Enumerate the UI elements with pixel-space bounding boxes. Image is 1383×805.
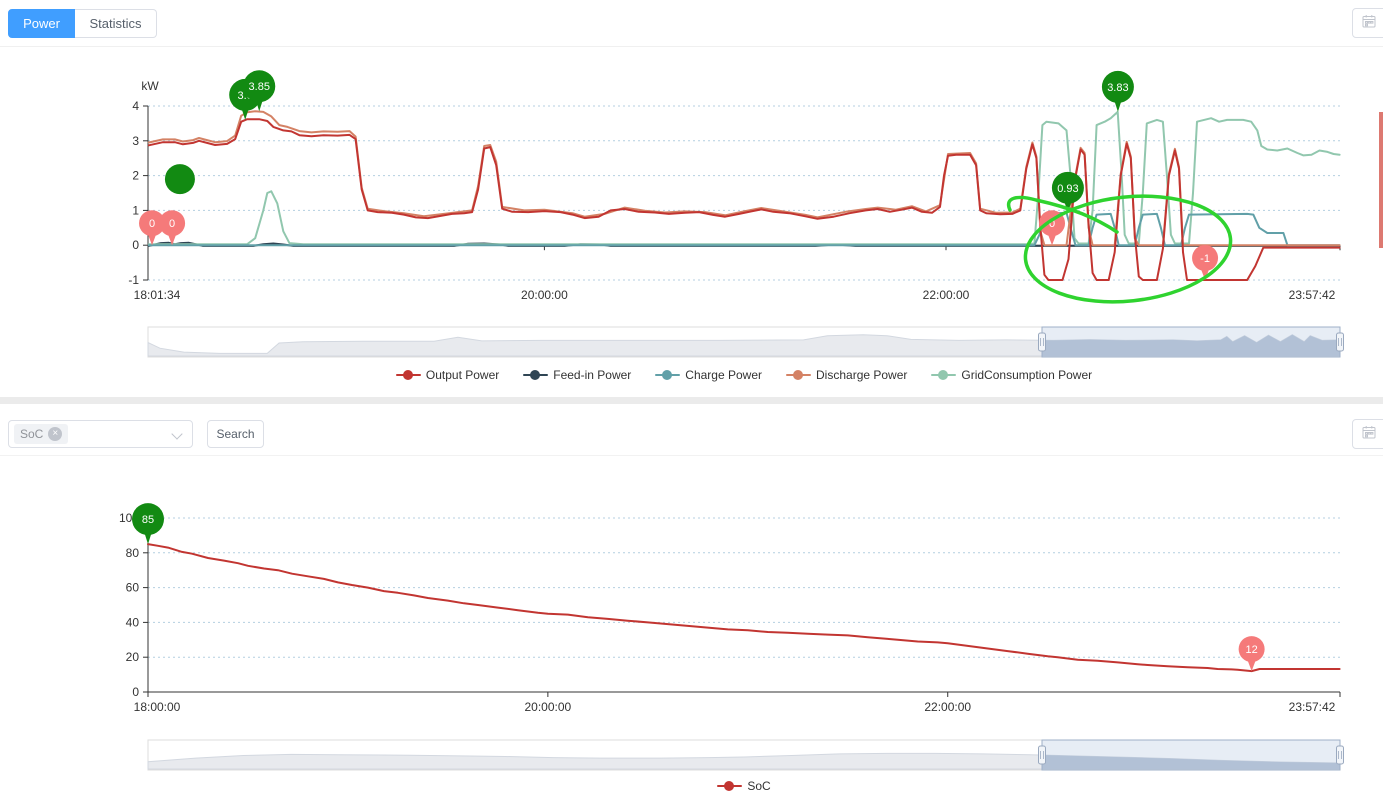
search-button[interactable]: Search [207, 420, 264, 448]
svg-text:0: 0 [149, 218, 155, 230]
y-axis-unit: kW [141, 79, 159, 93]
datazoom-handle-left[interactable] [1038, 745, 1046, 765]
x-tick-label: 22:00:00 [924, 700, 971, 714]
legend-marker-icon [717, 781, 743, 791]
legend-soc: SoC [148, 779, 1340, 793]
section-divider [0, 397, 1383, 404]
x-tick-label: 22:00:00 [923, 288, 970, 302]
svg-text:0.93: 0.93 [1057, 183, 1078, 195]
marker-pin-0: 0 [139, 210, 166, 246]
datazoom-selection[interactable] [1041, 739, 1341, 771]
y-tick-label: 2 [132, 169, 139, 183]
series-discharge-power [147, 110, 1341, 247]
y-tick-label: 4 [132, 99, 139, 113]
y-tick-label: 60 [126, 581, 140, 595]
svg-text:85: 85 [142, 514, 154, 526]
x-tick-label: 20:00:00 [525, 700, 572, 714]
datazoom-handle-right[interactable] [1336, 745, 1344, 765]
date-picker-top[interactable] [1352, 8, 1383, 38]
tab-statistics[interactable]: Statistics [75, 9, 157, 38]
legend-item-discharge-power[interactable]: Discharge Power [786, 368, 907, 382]
y-tick-label: 3 [132, 134, 139, 148]
marker-pin--1: -1 [1192, 245, 1219, 280]
tag-remove-icon[interactable]: × [48, 427, 63, 441]
soc-multiselect[interactable]: SoC × [8, 420, 193, 448]
y-tick-label: 0 [132, 685, 139, 699]
y-tick-label: 1 [132, 203, 139, 217]
legend-power: Output Power Feed-in Power Charge Power Dis… [148, 368, 1340, 382]
marker-pin-3.83: 3.83 [1101, 70, 1134, 112]
legend-item-soc[interactable]: SoC [717, 779, 771, 793]
marker-pin-0: 0 [159, 210, 186, 246]
y-tick-label: 80 [126, 546, 140, 560]
legend-label: Feed-in Power [553, 368, 632, 382]
y-tick-label: 0 [132, 238, 139, 252]
marker-pin-0.93: 0.93 [1051, 171, 1084, 213]
y-tick-label: 40 [126, 615, 140, 629]
y-tick-label: 20 [126, 650, 140, 664]
datazoom-handle-left[interactable] [1038, 332, 1046, 352]
x-tick-label: 18:00:00 [134, 700, 181, 714]
series-output-power [147, 118, 1341, 281]
legend-label: Charge Power [685, 368, 763, 382]
date-picker-soc[interactable] [1352, 419, 1383, 449]
datazoom-selection[interactable] [1041, 326, 1341, 358]
legend-label: GridConsumption Power [961, 368, 1093, 382]
x-tick-label: 23:57:42 [1289, 700, 1336, 714]
svg-text:0: 0 [169, 218, 175, 230]
legend-item-output-power[interactable]: Output Power [395, 368, 500, 382]
legend-item-feed-in-power[interactable]: Feed-in Power [523, 368, 631, 382]
calendar-icon [1362, 14, 1376, 33]
legend-label: Output Power [425, 368, 500, 382]
handdrawn-annotation [1006, 194, 1233, 304]
tag-label: SoC [20, 427, 44, 441]
svg-text:-1: -1 [1200, 253, 1210, 265]
legend-marker-icon [786, 370, 812, 380]
clipped-chart-edge [1379, 112, 1383, 248]
tab-power[interactable]: Power [8, 9, 75, 38]
legend-marker-icon [655, 370, 681, 380]
marker-pin-hidden [164, 164, 195, 195]
legend-marker-icon [395, 370, 421, 380]
svg-text:0: 0 [1049, 218, 1055, 230]
legend-label: Discharge Power [816, 368, 908, 382]
x-tick-label: 20:00:00 [521, 288, 568, 302]
chevron-down-icon [171, 428, 183, 440]
marker-pin-85: 85 [132, 503, 164, 545]
marker-pin-12: 12 [1238, 636, 1265, 672]
x-tick-label: 23:57:42 [1289, 288, 1336, 302]
series-soc [147, 543, 1341, 673]
svg-text:3.85: 3.85 [249, 81, 270, 93]
legend-marker-icon [523, 370, 549, 380]
series-charge-power [147, 211, 1341, 247]
marker-pin-3.85: 3.85 [243, 70, 276, 112]
legend-marker-icon [931, 370, 957, 380]
x-tick-label: 18:01:34 [134, 288, 181, 302]
selected-tag-soc: SoC × [14, 424, 69, 444]
legend-item-gridconsumption-power[interactable]: GridConsumption Power [931, 368, 1092, 382]
legend-item-charge-power[interactable]: Charge Power [655, 368, 762, 382]
tab-bar: Power Statistics [0, 0, 1383, 47]
legend-label: SoC [747, 779, 771, 793]
calendar-icon [1362, 425, 1376, 444]
svg-text:3.83: 3.83 [1107, 82, 1128, 94]
datazoom-handle-right[interactable] [1336, 332, 1344, 352]
filter-divider [0, 455, 1383, 456]
svg-text:12: 12 [1246, 644, 1258, 656]
y-tick-label: -1 [128, 273, 139, 287]
